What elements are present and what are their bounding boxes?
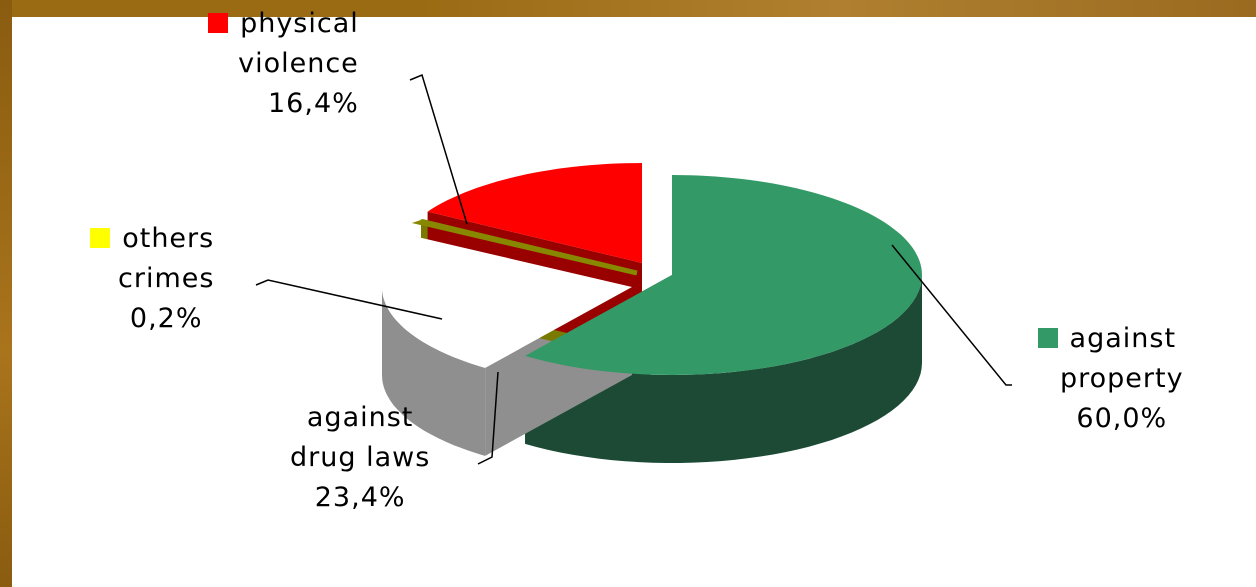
label-others-crimes-title: others: [90, 219, 214, 259]
leader-drug-laws: [477, 371, 499, 465]
label-drug-laws-line1: against: [306, 402, 414, 433]
pie-tops: [382, 163, 922, 375]
pie-slice-physical-violence: [427, 163, 642, 263]
label-drug-laws-line2: drug laws: [290, 442, 431, 473]
label-property-line2: property: [1060, 363, 1184, 394]
legend-swatch-others-crimes: [90, 228, 111, 248]
leader-others-crimes: [255, 279, 443, 320]
label-physical-violence-line2: violence: [238, 48, 359, 79]
leader-property: [891, 244, 1012, 386]
legend-swatch-property: [1037, 328, 1058, 348]
label-property-title: against: [1030, 319, 1184, 359]
frame-left-edge: [0, 0, 12, 587]
label-physical-violence-title: physical: [208, 4, 359, 44]
leader-physical-violence: [409, 73, 468, 225]
pie-side-against-property: [525, 275, 922, 463]
pie-slice-against-drug-laws: [382, 236, 632, 368]
leader-lines: [255, 73, 1012, 465]
chart-panel: physical violence 16,4% others crimes 0,…: [12, 8, 1256, 587]
label-property: against property 60,0%: [1030, 319, 1184, 439]
label-others-crimes: others crimes 0,2%: [90, 219, 214, 339]
label-drug-laws: against drug laws 23,4%: [290, 398, 430, 518]
pie-slice-others-crimes: [411, 219, 638, 276]
label-others-crimes-pct: 0,2%: [129, 303, 203, 334]
label-physical-violence: physical violence 16,4%: [208, 4, 359, 124]
pie-slice-against-property: [525, 175, 922, 375]
pie-side-against-drug-laws: [382, 287, 486, 456]
pie-chart: [255, 73, 1012, 465]
label-others-crimes-line2: crimes: [118, 263, 215, 294]
label-drug-laws-pct: 23,4%: [314, 482, 406, 513]
label-property-pct: 60,0%: [1076, 403, 1168, 434]
legend-swatch-physical-violence: [208, 13, 229, 33]
label-physical-violence-pct: 16,4%: [268, 88, 359, 119]
